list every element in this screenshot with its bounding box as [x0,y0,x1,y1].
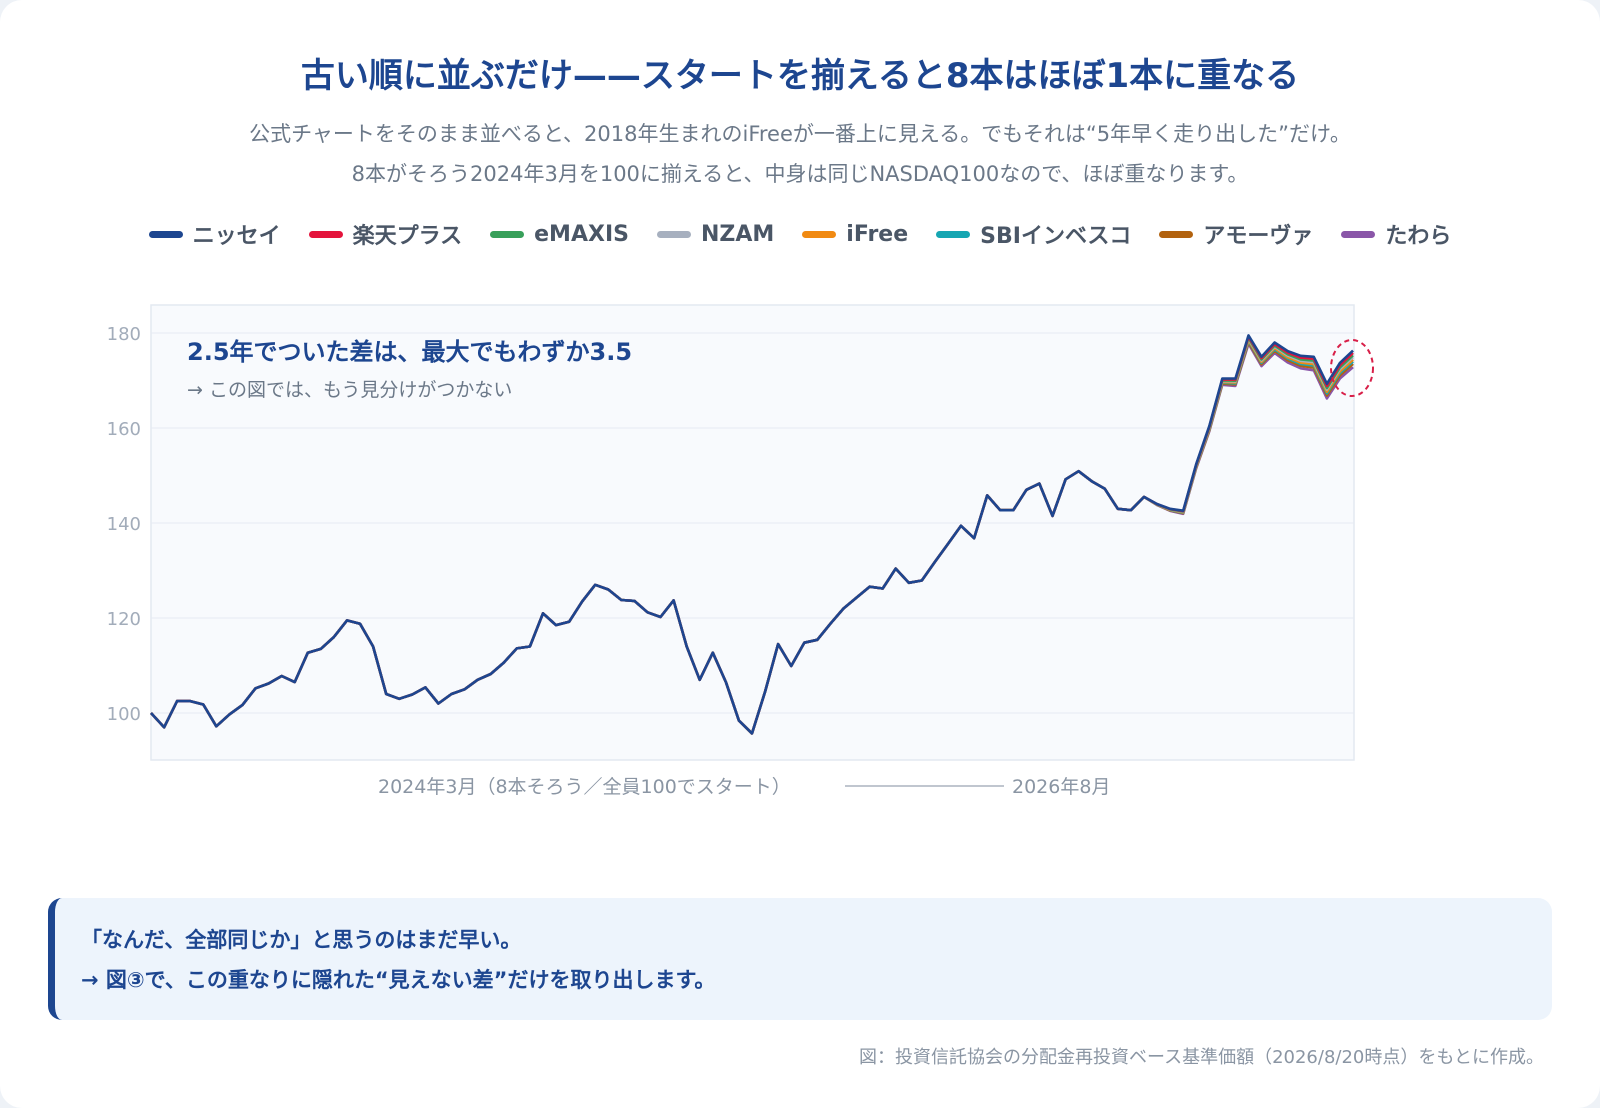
subtitle-line-1: 公式チャートをそのまま並べると、2018年生まれのiFreeが一番上に見える。で… [249,122,1351,146]
legend-label: たわら [1385,224,1452,249]
annotation-title: 2.5年でついた差は、最大でもわずか3.5 [187,338,632,366]
callout-line-2: → 図③で、この重なりに隠れた“見えない差”だけを取り出します。 [81,968,716,992]
y-tick-label: 160 [107,419,141,440]
subtitle-line-2: 8本がそろう2024年3月を100に揃えると、中身は同じNASDAQ100なので… [351,162,1249,186]
x-start-label: 2024年3月（8本そろう／全員100でスタート） [378,776,791,798]
plot-area [150,304,1355,761]
series-line-ニッセイ [150,334,1354,735]
legend-label: SBIインベスコ [980,224,1132,249]
x-end-label: 2026年8月 [1012,776,1110,798]
legend-swatch [1159,230,1194,238]
legend-item-rakuten-plus: 楽天プラス [308,218,463,250]
y-tick-label: 140 [107,514,141,535]
line-chart: 100 120 140 160 180 2.5年でついた差は、最大でもわずか3.5 → … [107,304,1374,798]
legend-item-ifree: iFree [802,218,908,250]
legend-item-emaxis: eMAXIS [490,218,629,250]
series-lines [150,334,1354,735]
legend-item-nzam: NZAM [656,218,775,250]
legend-item-sbi-invesco: SBIインベスコ [936,218,1131,250]
y-axis-ticks: 100 120 140 160 180 [107,324,141,725]
legend-label: アモーヴァ [1203,224,1314,249]
legend-swatch [802,230,837,238]
legend-label: 楽天プラス [352,224,463,249]
legend-swatch [1341,230,1376,238]
callout-box: 「なんだ、全部同じか」と思うのはまだ早い。 → 図③で、この重なりに隠れた“見え… [48,898,1552,1020]
legend-label: iFree [846,221,909,247]
legend-item-amova: アモーヴァ [1159,218,1313,250]
y-tick-label: 100 [107,704,141,725]
legend-swatch [308,230,343,238]
legend-item-tawara: たわら [1341,218,1451,250]
callout-line-1: 「なんだ、全部同じか」と思うのはまだ早い。 [81,928,522,952]
y-tick-label: 180 [107,324,141,345]
annotation-note: → この図では、もう見分けがつかない [187,379,512,401]
legend-label: ニッセイ [192,224,281,249]
legend-swatch [148,230,183,238]
legend-item-nissay: ニッセイ [148,218,281,250]
legend-label: NZAM [700,221,775,247]
legend-swatch [656,230,691,238]
legend: ニッセイ 楽天プラス eMAXIS NZAM iFree SBIインベスコ アモ… [0,218,1600,250]
legend-label: eMAXIS [534,221,629,247]
y-tick-label: 120 [107,609,141,630]
legend-swatch [490,230,525,238]
chart-title: 古い順に並ぶだけ——スタートを揃えると8本はほぼ1本に重なる [300,56,1300,96]
divergence-highlight-ring [1330,339,1374,397]
legend-swatch [936,230,971,238]
source-note: 図：投資信託協会の分配金再投資ベース基準価額（2026/8/20時点）をもとに作… [858,1047,1544,1068]
gridlines [151,332,1354,714]
